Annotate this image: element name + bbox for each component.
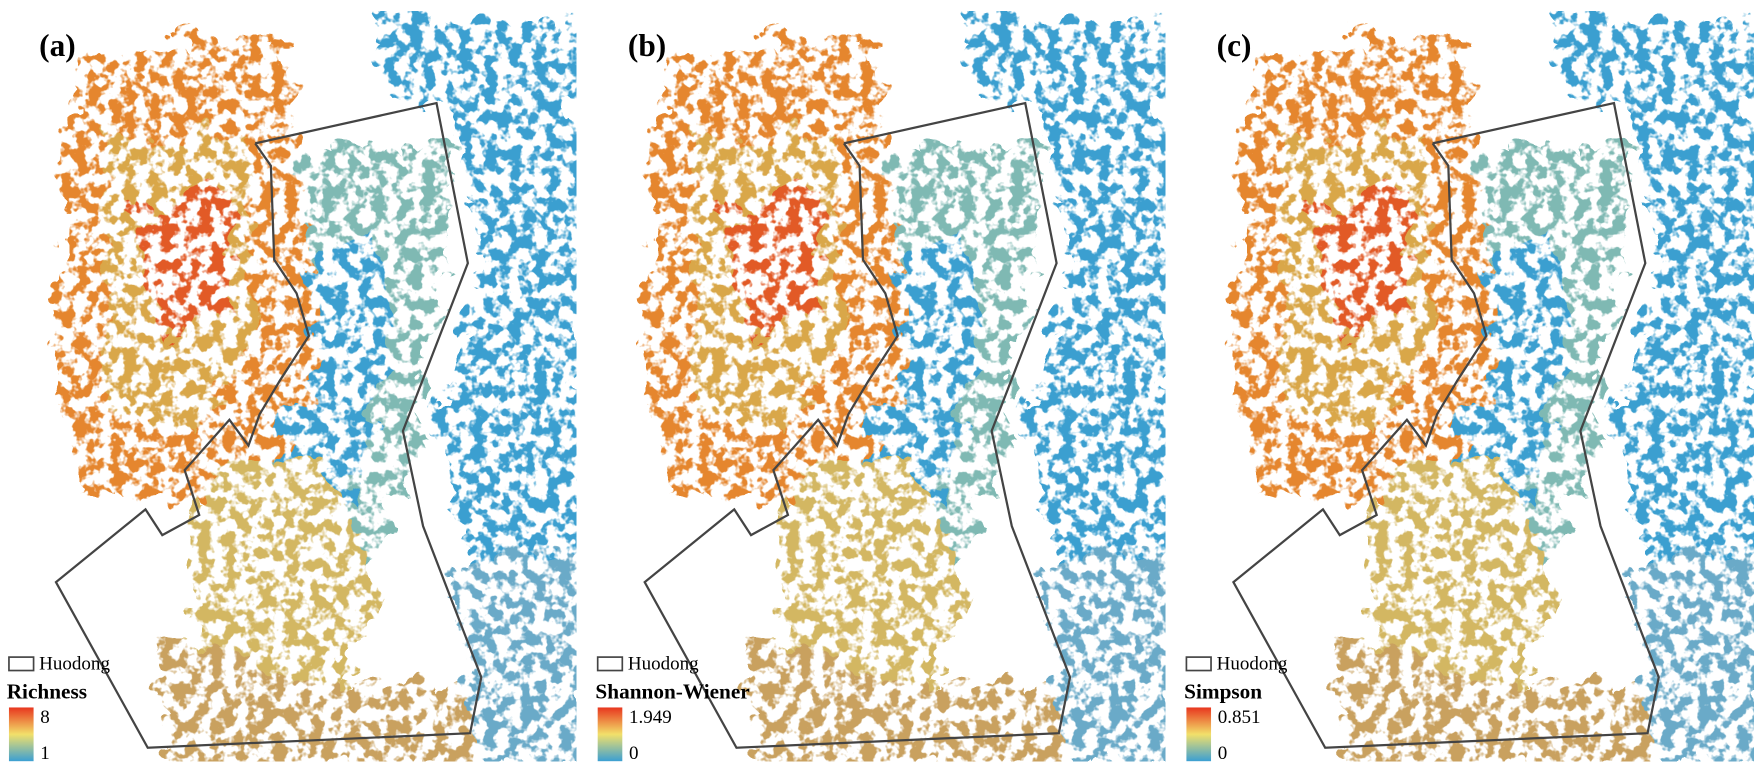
map-raster <box>634 11 1166 761</box>
panel-label: (b) <box>628 28 666 63</box>
map-raster <box>1222 11 1754 761</box>
boundary-legend-label: Huodong <box>39 653 110 674</box>
color-ramp <box>597 707 623 762</box>
map-panel: (a) Huodong Richness 8 1 <box>7 11 577 764</box>
boundary-legend-icon <box>8 656 35 672</box>
boundary-legend-label: Huodong <box>1217 653 1288 674</box>
legend-title: Shannon-Wiener <box>595 680 749 704</box>
legend-max: 1.949 <box>629 707 672 728</box>
boundary-legend-label: Huodong <box>628 653 699 674</box>
boundary-legend-icon <box>596 656 624 672</box>
panel-label: (c) <box>1217 28 1252 63</box>
boundary-legend-icon <box>1185 656 1212 672</box>
map-raster <box>45 11 577 761</box>
color-ramp <box>8 707 34 762</box>
color-ramp <box>1186 707 1212 762</box>
legend-min: 1 <box>40 743 50 764</box>
panel-label: (a) <box>39 28 76 63</box>
legend-max: 0.851 <box>1218 707 1261 728</box>
legend-title: Richness <box>7 680 87 704</box>
legend-min: 0 <box>1218 743 1228 764</box>
map-panel: (b) Huodong Shannon-Wiener 1.949 0 <box>595 11 1165 764</box>
legend-max: 8 <box>40 707 50 728</box>
legend-min: 0 <box>629 743 639 764</box>
legend-title: Simpson <box>1184 680 1262 704</box>
map-panel: (c) Huodong Simpson 0.851 0 <box>1184 11 1754 764</box>
